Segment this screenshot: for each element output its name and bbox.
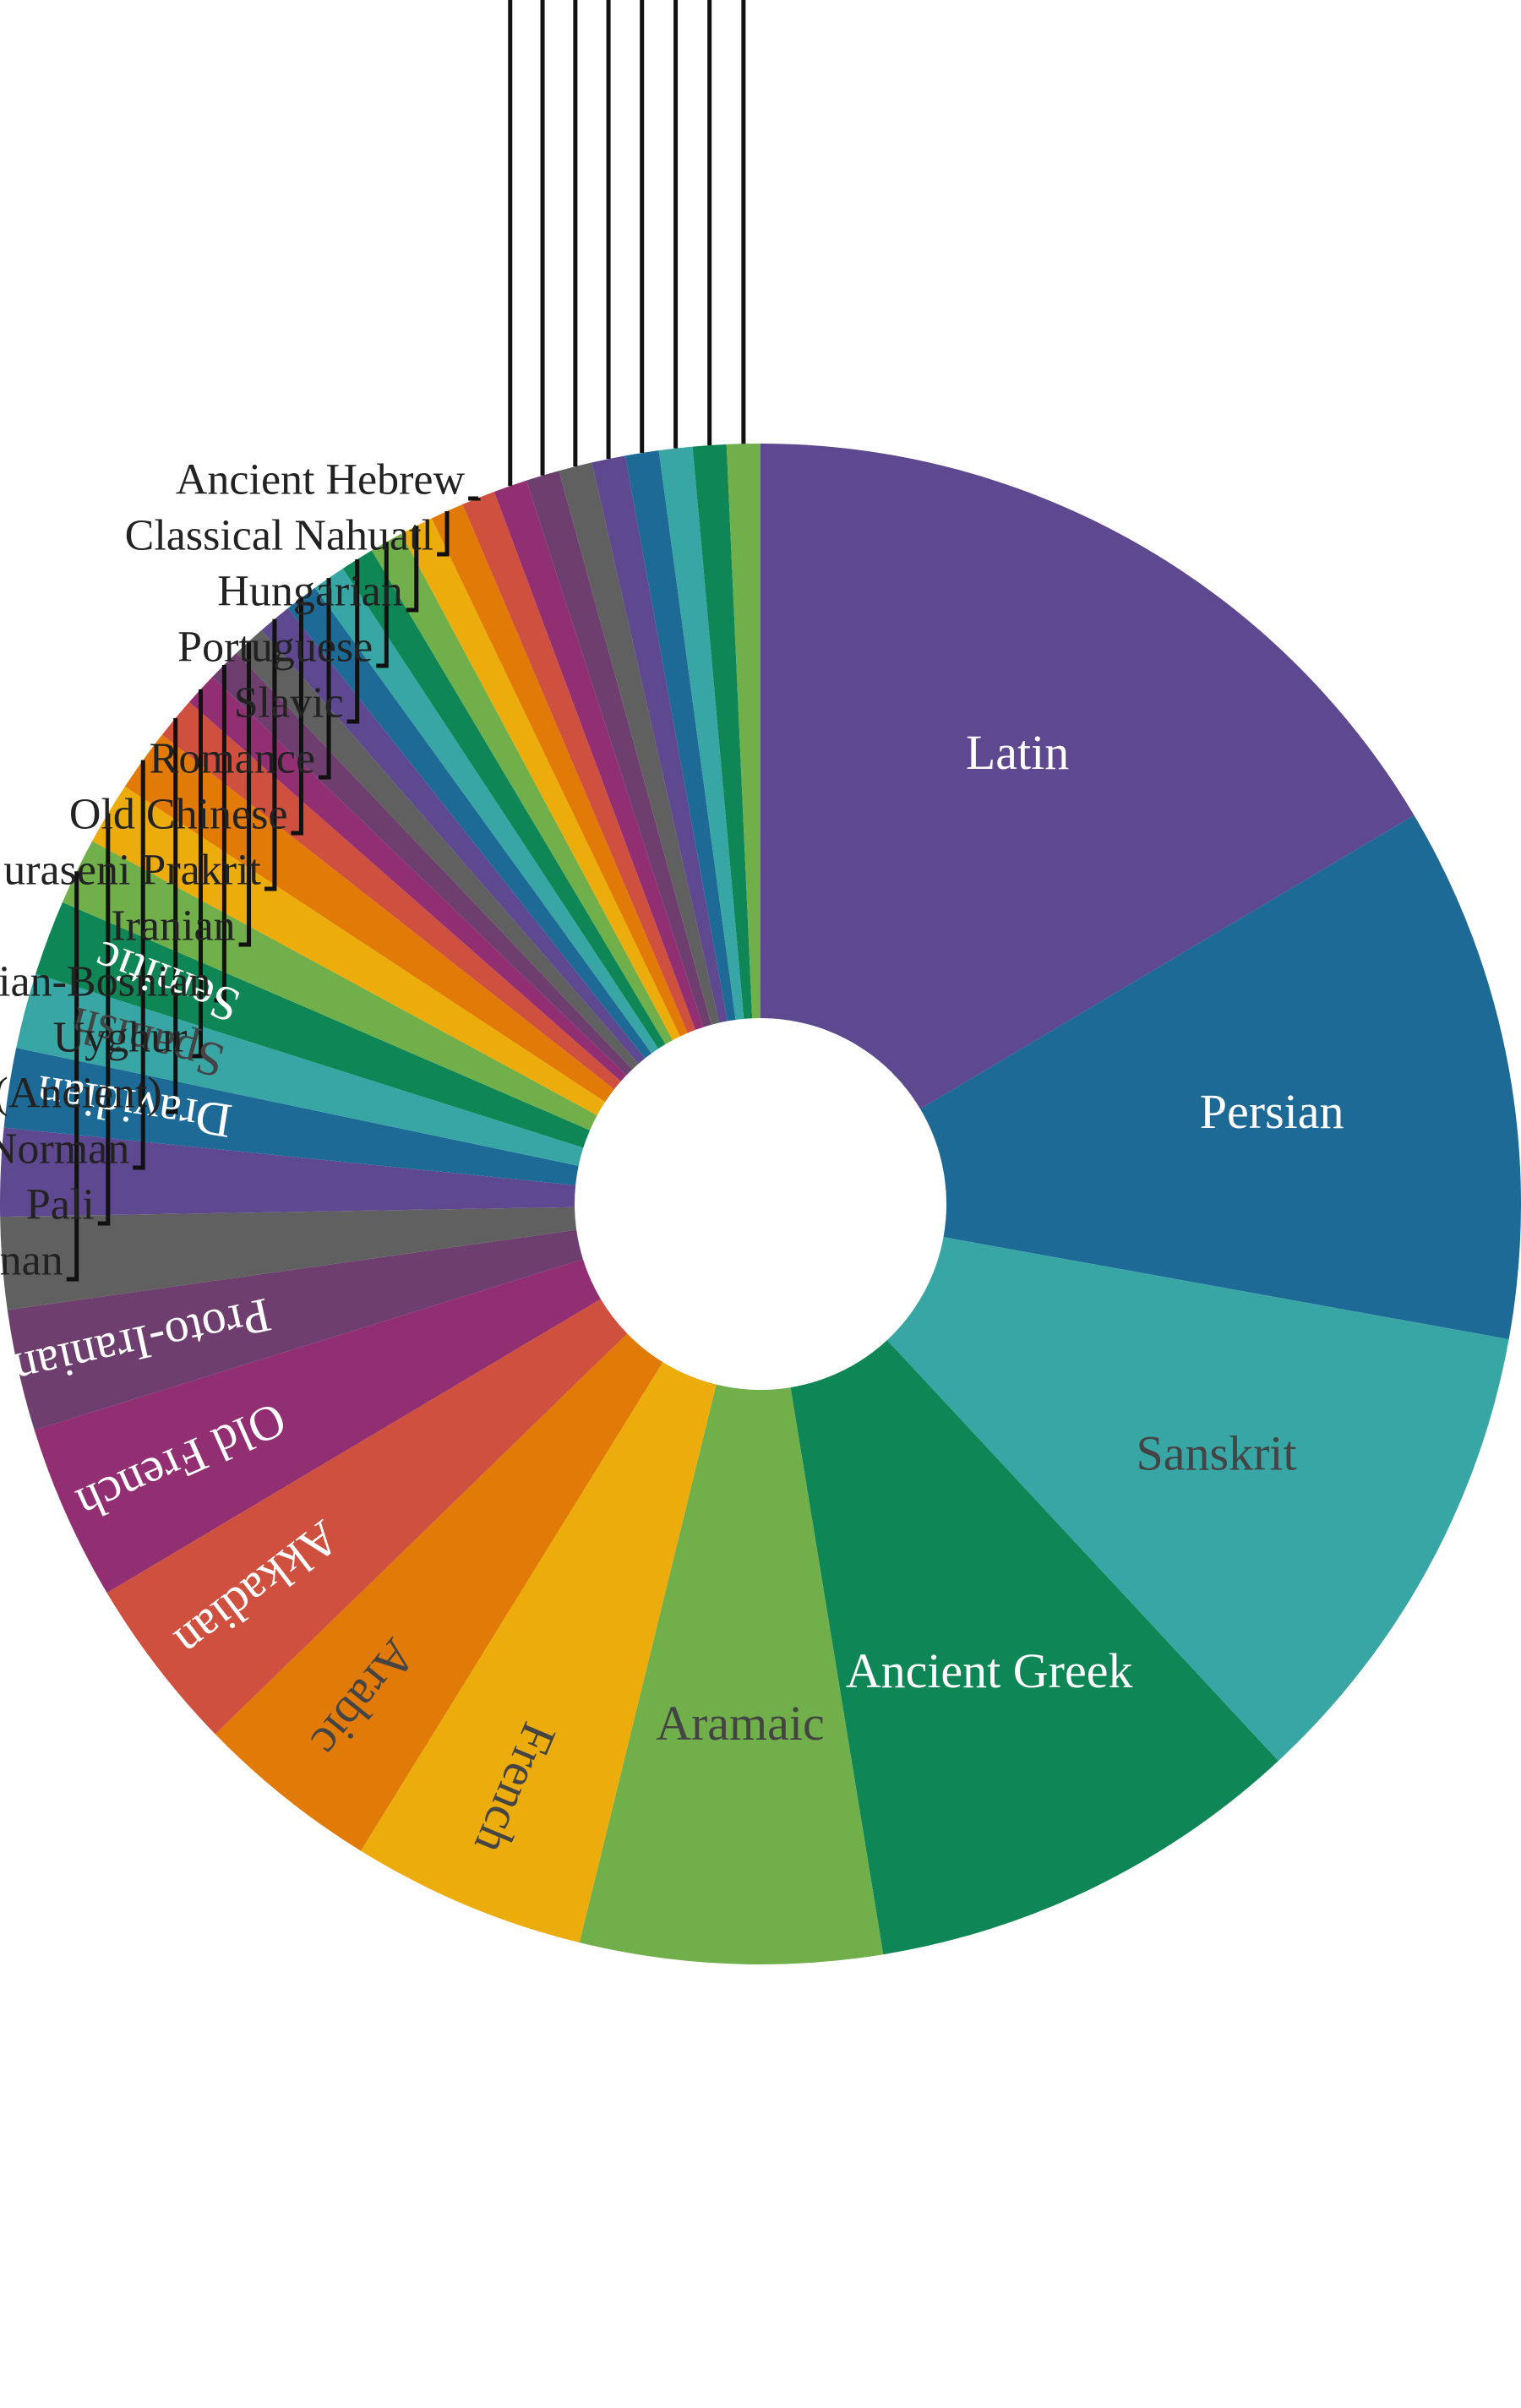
- leader-line-uraseni-prakrit: [264, 618, 277, 891]
- slice-label-sanskrit: Sanskrit: [1137, 1426, 1297, 1481]
- outside-label-romance: Romance: [150, 735, 315, 783]
- slice-uyghur: [189, 677, 627, 1081]
- leader-line-tian-bosnian: [214, 664, 226, 1003]
- outside-label-uyghur: Uyghur: [53, 1014, 188, 1062]
- slice-unlabeled-10: [0, 1207, 577, 1310]
- leader-line-norman: [133, 760, 145, 1170]
- slice-dravidian: [3, 1048, 579, 1185]
- slice-ancient-hebrew: [462, 491, 695, 1033]
- slice-proto-iranian: [7, 1229, 583, 1430]
- slice-french: [360, 1362, 717, 1943]
- leader-line-old-chinese: [291, 597, 303, 836]
- slice-unlabeled-34: [624, 450, 736, 1021]
- slice-unlabeled-36: [692, 444, 753, 1019]
- slice-ancient: [161, 701, 621, 1090]
- leader-line-ancient: [165, 717, 178, 1114]
- outside-label-norman: Norman: [0, 1125, 129, 1174]
- slice-slavic: [342, 550, 666, 1049]
- slice-iranian: [236, 629, 639, 1070]
- slice-portuguese: [371, 533, 673, 1044]
- outside-label-classical-nahuatl: Classical Nahuatl: [125, 512, 433, 560]
- slice-label-latin: Latin: [966, 725, 1069, 780]
- leader-line-portuguese: [376, 542, 389, 668]
- slice-old-french: [34, 1259, 601, 1594]
- leader-line-iranian: [238, 641, 252, 947]
- slice-nan: [62, 841, 597, 1130]
- slice-persian: [920, 814, 1521, 1340]
- slice-label-aramaic: Aramaic: [656, 1696, 825, 1751]
- outside-label-pali: Pali: [26, 1181, 95, 1229]
- leader-line-nan: [66, 871, 79, 1282]
- slice-unlabeled-31: [526, 471, 711, 1027]
- slice-unlabeled-35: [658, 446, 744, 1020]
- outside-label-slavic: Slavic: [234, 679, 344, 727]
- outside-label-iranian: Iranian: [111, 902, 235, 951]
- slice-latin: [760, 444, 1415, 1109]
- outside-label-tian-bosnian: tian-Bosnian: [0, 958, 210, 1006]
- leader-line-hungarian: [406, 526, 419, 613]
- outside-label-ancient: (Ancient): [0, 1070, 162, 1118]
- slice-sanskrit: [886, 1237, 1509, 1762]
- outside-label-uraseni-prakrit: uraseni Prakrit: [3, 847, 261, 895]
- outside-label-portuguese: Portuguese: [177, 624, 373, 672]
- slice-arabic: [215, 1333, 663, 1851]
- slice-tian-bosnian: [212, 652, 633, 1076]
- outside-label-old-chinese: Old Chinese: [69, 791, 288, 839]
- slice-spanish: [16, 973, 584, 1166]
- labels-group: Latin Persian Sanskrit Ancient Greek Aramaic…: [0, 456, 1344, 1862]
- leader-line-uyghur: [190, 689, 203, 1059]
- leader-line-slavic: [346, 558, 360, 724]
- slice-romance: [314, 568, 659, 1054]
- slice-classical-nahuatl: [431, 504, 688, 1037]
- outside-label-ancient-hebrew: Ancient Hebrew: [176, 456, 466, 504]
- slice-unlabeled-32: [559, 462, 720, 1025]
- slice-label-persian: Persian: [1200, 1084, 1344, 1139]
- slice-label-ancient-greek: Ancient Greek: [846, 1643, 1133, 1698]
- leader-lines-group: [66, 0, 746, 1282]
- slice-unlabeled-33: [592, 455, 728, 1023]
- outside-label-hungarian: Hungarian: [217, 568, 402, 616]
- slice-unlabeled-37: [726, 444, 760, 1019]
- slice-pali: [92, 786, 606, 1116]
- slice-unlabeled-30: [493, 480, 704, 1030]
- leader-line-classical-nahuatl: [437, 511, 450, 557]
- slice-hungarian: [401, 518, 680, 1041]
- slice-akkadian: [106, 1299, 628, 1735]
- leader-line-romance: [319, 578, 331, 780]
- slice-aramaic: [579, 1384, 884, 1965]
- outside-label-nan: nan: [0, 1237, 63, 1285]
- slice-old-chinese: [287, 587, 652, 1059]
- slice-ancient-greek: [790, 1340, 1278, 1955]
- leader-line-pali: [97, 813, 111, 1226]
